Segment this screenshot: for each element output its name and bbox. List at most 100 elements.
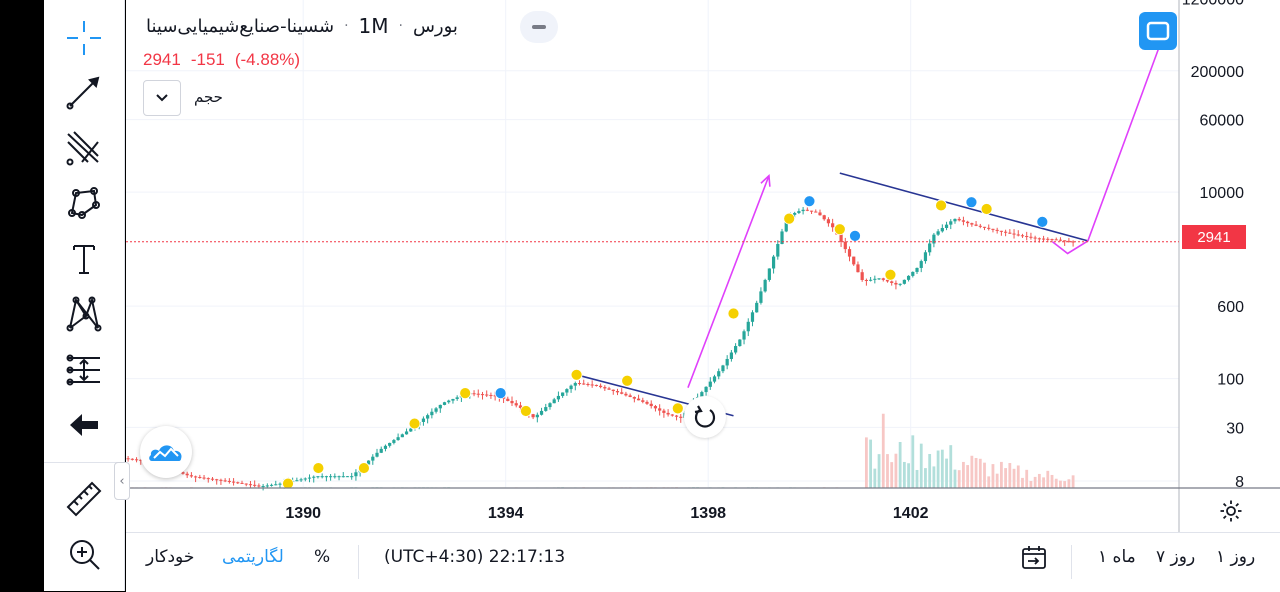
range-1-month[interactable]: ۱ ماه — [1098, 547, 1136, 567]
legend-toggle-button[interactable] — [520, 11, 558, 43]
signal-marker — [1037, 216, 1048, 227]
candle-body — [299, 479, 302, 480]
volume-bar — [1046, 471, 1049, 488]
xabcd-pattern-tool[interactable] — [44, 290, 124, 338]
indicator-collapse-button[interactable] — [143, 80, 181, 116]
candle-body — [333, 476, 336, 477]
candle-body — [354, 472, 357, 476]
volume-bar — [937, 451, 940, 488]
candle-body — [371, 457, 374, 461]
ruler-tool[interactable] — [44, 475, 124, 523]
legend-separator: · — [344, 18, 348, 34]
cloud-chart-icon — [148, 439, 184, 465]
chart-settings-button[interactable] — [1218, 498, 1244, 524]
candle-body — [485, 395, 488, 396]
long-position-tool[interactable] — [44, 346, 124, 394]
volume-bar — [1059, 481, 1062, 488]
candle-body — [409, 429, 412, 432]
timezone-clock[interactable]: (UTC+4:30) 22:17:13 — [384, 547, 565, 567]
crosshair-tool[interactable] — [44, 14, 124, 62]
candle-body — [595, 385, 598, 386]
candle-body — [612, 390, 615, 391]
symbol-legend: بورس · 1M · شسینا-صنایع‌شیمیایی‌سینا — [146, 14, 458, 38]
trend-line-tool[interactable] — [44, 68, 124, 116]
candle-body — [553, 399, 556, 403]
drawing-toolbar — [44, 0, 125, 591]
candle-body — [776, 244, 779, 257]
long-position-icon — [64, 350, 104, 390]
candle-body — [873, 279, 876, 280]
candle-body — [426, 415, 429, 418]
volume-bar — [873, 469, 876, 488]
candle-body — [202, 478, 205, 479]
candle-body — [304, 478, 307, 479]
candle-body — [650, 404, 653, 406]
fib-fan-tool[interactable] — [44, 124, 124, 172]
candle-body — [1029, 237, 1032, 238]
chart-canvas[interactable]: 1200000200000600001000060010030813901394… — [126, 0, 1280, 532]
pattern-tool[interactable] — [44, 179, 124, 227]
signal-marker — [672, 403, 683, 414]
date-range-button[interactable] — [1020, 544, 1048, 577]
log-scale-button[interactable]: لگاریتمی — [222, 547, 284, 567]
candle-body — [1004, 232, 1007, 233]
volume-bar — [1034, 477, 1037, 488]
candle-body — [704, 387, 707, 392]
candle-body — [215, 479, 218, 480]
fib-fan-icon — [64, 128, 104, 168]
candle-body — [439, 405, 442, 408]
volume-bar — [941, 450, 944, 488]
symbol-name[interactable]: شسینا-صنایع‌شیمیایی‌سینا — [146, 16, 334, 37]
candle-body — [827, 219, 830, 223]
candle-body — [839, 235, 842, 242]
candle-body — [709, 382, 712, 387]
candle-body — [329, 476, 332, 477]
chart-area[interactable]: 1200000200000600001000060010030813901394… — [126, 0, 1280, 591]
candle-body — [308, 478, 311, 479]
toolbar-collapse-handle[interactable]: ‹ — [114, 462, 130, 500]
volume-indicator-label[interactable]: حجم — [194, 88, 223, 106]
candle-body — [937, 231, 940, 234]
candle-body — [633, 397, 636, 399]
candle-body — [802, 210, 805, 211]
y-tick-label: 30 — [1226, 420, 1244, 437]
tradingview-logo[interactable] — [140, 426, 192, 478]
candle-body — [430, 412, 433, 415]
y-tick-label: 600 — [1217, 299, 1244, 316]
candle-body — [962, 220, 965, 221]
text-tool[interactable] — [44, 235, 124, 283]
signal-marker — [981, 203, 992, 214]
volume-bar — [949, 445, 952, 488]
candle-body — [384, 446, 387, 449]
candle-body — [397, 437, 400, 440]
volume-bar — [911, 435, 914, 488]
x-tick-label: 1394 — [488, 505, 524, 522]
candle-body — [1050, 239, 1053, 240]
timeframe-label[interactable]: 1M — [359, 14, 389, 38]
hide-toolbar-tool[interactable] — [44, 401, 124, 449]
candle-body — [848, 249, 851, 256]
range-1-day[interactable]: ۱ روز — [1216, 547, 1255, 567]
volume-bar — [916, 470, 919, 488]
fullscreen-button[interactable] — [1139, 12, 1177, 50]
candle-body — [557, 396, 560, 399]
candle-body — [869, 280, 872, 281]
candle-body — [793, 213, 796, 215]
zoom-in-tool[interactable] — [44, 530, 124, 578]
drawing-layer[interactable] — [577, 48, 1159, 416]
signal-marker — [728, 308, 739, 319]
candle-body — [764, 280, 767, 291]
reset-chart-button[interactable] — [684, 396, 726, 438]
y-tick-label: 200000 — [1191, 64, 1244, 81]
range-7-days[interactable]: ۷ روز — [1156, 547, 1195, 567]
candle-body — [257, 485, 260, 486]
volume-layer — [127, 414, 1075, 488]
signal-marker — [622, 375, 633, 386]
y-tick-label: 60000 — [1200, 113, 1245, 130]
candle-body — [232, 482, 235, 483]
volume-bar — [920, 444, 923, 488]
candle-body — [219, 480, 222, 481]
percent-scale-button[interactable]: % — [314, 547, 330, 567]
volume-bar — [954, 470, 957, 488]
auto-scale-button[interactable]: خودکار — [146, 547, 194, 567]
